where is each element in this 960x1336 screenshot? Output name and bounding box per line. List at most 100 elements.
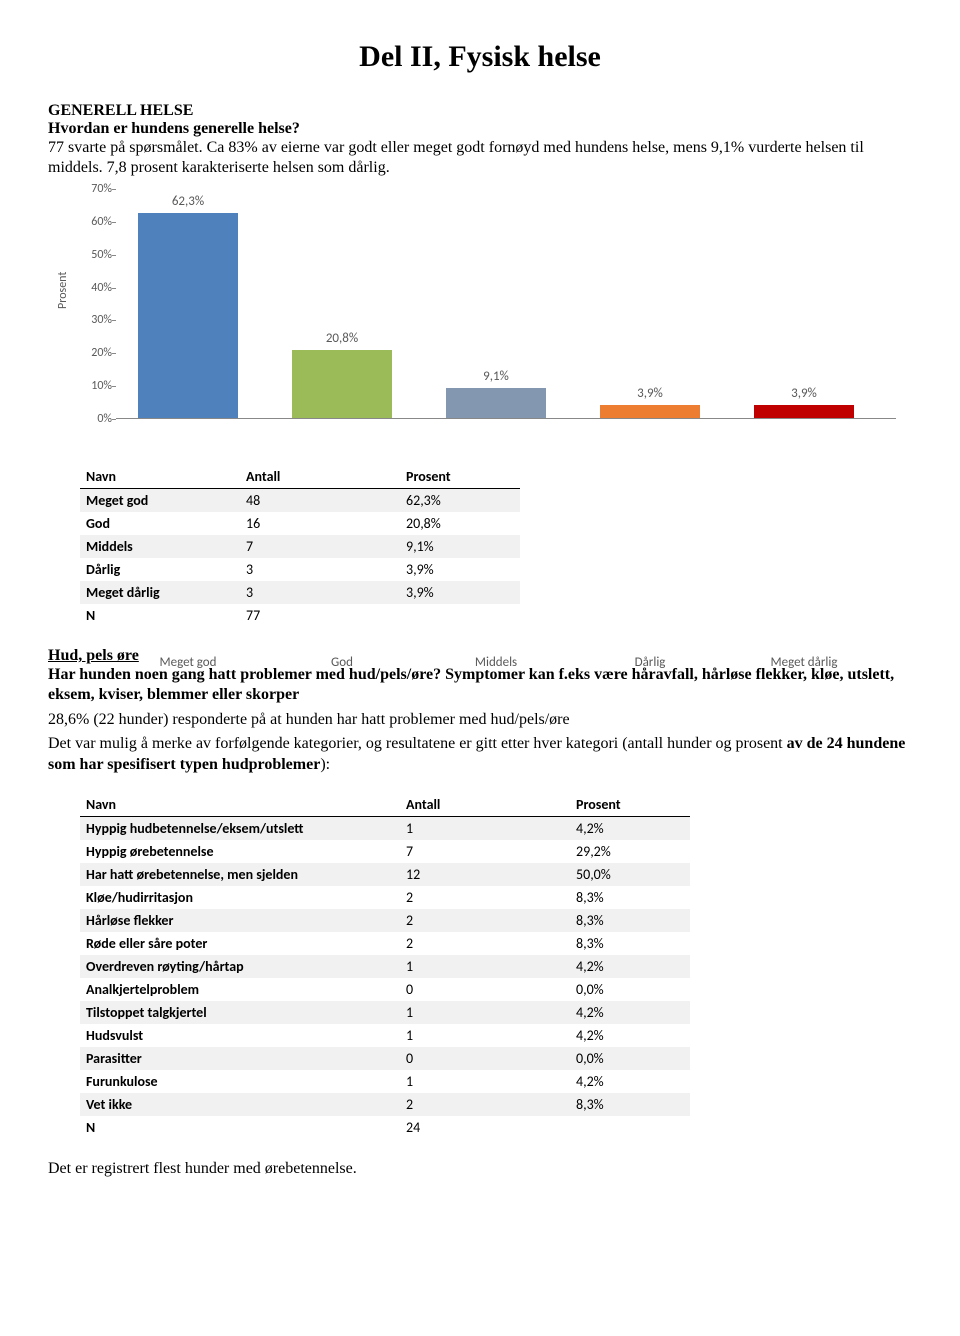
table-cell: 4,2% — [570, 817, 690, 841]
table-row: Hyppig ørebetennelse729,2% — [80, 840, 690, 863]
table-cell: 4,2% — [570, 955, 690, 978]
table-cell: 4,2% — [570, 1001, 690, 1024]
table-cell: 1 — [400, 955, 570, 978]
table-cell: Parasitter — [80, 1047, 400, 1070]
section1-heading: GENERELL HELSE — [48, 102, 912, 120]
table-cell: N — [80, 604, 240, 627]
section2-body1: 28,6% (22 hunder) responderte på at hund… — [48, 710, 912, 730]
table-cell: 24 — [400, 1116, 570, 1139]
table-cell: Tilstoppet talgkjertel — [80, 1001, 400, 1024]
table-cell: 2 — [400, 932, 570, 955]
table-row: Dårlig33,9% — [80, 558, 520, 581]
chart-ytick: 20% — [76, 346, 112, 360]
th2-prosent: Prosent — [570, 793, 690, 817]
th-prosent: Prosent — [400, 465, 520, 489]
table-cell: 12 — [400, 863, 570, 886]
table-row: Tilstoppet talgkjertel14,2% — [80, 1001, 690, 1024]
chart-bar: 62,3% — [138, 213, 238, 418]
table-row: Hårløse flekker28,3% — [80, 909, 690, 932]
table-cell: 2 — [400, 1093, 570, 1116]
chart-ytick: 30% — [76, 313, 112, 327]
table-cell: 1 — [400, 1001, 570, 1024]
table-row: Furunkulose14,2% — [80, 1070, 690, 1093]
table-row: Overdreven røyting/hårtap14,2% — [80, 955, 690, 978]
table-cell: 0,0% — [570, 1047, 690, 1070]
page-title: Del II, Fysisk helse — [48, 40, 912, 74]
table-cell: Har hatt ørebetennelse, men sjelden — [80, 863, 400, 886]
table-general-health: Navn Antall Prosent Meget god4862,3%God1… — [80, 465, 520, 627]
chart-xcategory: God — [272, 655, 412, 670]
chart-ytick: 40% — [76, 281, 112, 295]
table-cell: 0,0% — [570, 978, 690, 1001]
table-cell: Analkjertelproblem — [80, 978, 400, 1001]
table-row: Meget dårlig33,9% — [80, 581, 520, 604]
health-chart: Prosent 0%10%20%30%40%50%60%70%62,3%20,8… — [76, 189, 912, 441]
table-cell: 0 — [400, 978, 570, 1001]
chart-bar: 20,8% — [292, 350, 392, 418]
table-cell: God — [80, 512, 240, 535]
table-cell: Middels — [80, 535, 240, 558]
table-cell: 77 — [240, 604, 400, 627]
table-row: Vet ikke28,3% — [80, 1093, 690, 1116]
table-row: Middels79,1% — [80, 535, 520, 558]
table-cell: 8,3% — [570, 886, 690, 909]
table-cell: 3 — [240, 558, 400, 581]
table-row: N24 — [80, 1116, 690, 1139]
table-cell: 48 — [240, 488, 400, 512]
table-cell: Kløe/hudirritasjon — [80, 886, 400, 909]
section1-question: Hvordan er hundens generelle helse? — [48, 120, 912, 138]
closing-text: Det er registrert flest hunder med ørebe… — [48, 1159, 912, 1179]
table-skin-problems: Navn Antall Prosent Hyppig hudbetennelse… — [80, 793, 690, 1139]
chart-bar-value: 9,1% — [446, 369, 546, 384]
section2-question: Har hunden noen gang hatt problemer med … — [48, 665, 912, 706]
table-cell: 7 — [240, 535, 400, 558]
table-cell: 2 — [400, 909, 570, 932]
section1-body: 77 svarte på spørsmålet. Ca 83% av eiern… — [48, 138, 912, 179]
table-cell: Røde eller såre poter — [80, 932, 400, 955]
table-cell: 1 — [400, 1070, 570, 1093]
chart-xcategory: Meget dårlig — [734, 655, 874, 670]
chart-bar: 3,9% — [600, 405, 700, 418]
table-cell: Vet ikke — [80, 1093, 400, 1116]
table-cell: 4,2% — [570, 1070, 690, 1093]
table-cell: 1 — [400, 817, 570, 841]
table-cell: 3 — [240, 581, 400, 604]
table-cell: 20,8% — [400, 512, 520, 535]
chart-bar-value: 20,8% — [292, 331, 392, 346]
table-cell: 0 — [400, 1047, 570, 1070]
table-row: Parasitter00,0% — [80, 1047, 690, 1070]
table-cell: 8,3% — [570, 932, 690, 955]
section2-body2c: ): — [320, 756, 330, 773]
table-cell: 16 — [240, 512, 400, 535]
table-cell: 7 — [400, 840, 570, 863]
table-row: Har hatt ørebetennelse, men sjelden1250,… — [80, 863, 690, 886]
table-cell — [570, 1116, 690, 1139]
table-row: Meget god4862,3% — [80, 488, 520, 512]
table-cell: Meget god — [80, 488, 240, 512]
chart-ylabel: Prosent — [56, 272, 70, 309]
chart-bar: 9,1% — [446, 388, 546, 418]
chart-ytick: 60% — [76, 215, 112, 229]
table-cell: N — [80, 1116, 400, 1139]
table-cell: 2 — [400, 886, 570, 909]
table-cell: 29,2% — [570, 840, 690, 863]
chart-ytick: 10% — [76, 379, 112, 393]
chart-bar-value: 3,9% — [754, 386, 854, 401]
table-cell: 3,9% — [400, 581, 520, 604]
th-navn: Navn — [80, 465, 240, 489]
table-row: Hyppig hudbetennelse/eksem/utslett14,2% — [80, 817, 690, 841]
chart-bar-value: 3,9% — [600, 386, 700, 401]
chart-xcategory: Middels — [426, 655, 566, 670]
chart-xcategory: Meget god — [118, 655, 258, 670]
th2-navn: Navn — [80, 793, 400, 817]
table-cell: 3,9% — [400, 558, 520, 581]
table-cell: 9,1% — [400, 535, 520, 558]
chart-plot-area: 0%10%20%30%40%50%60%70%62,3%20,8%9,1%3,9… — [116, 189, 896, 419]
chart-xcategory: Dårlig — [580, 655, 720, 670]
table-cell: Dårlig — [80, 558, 240, 581]
chart-ytick: 50% — [76, 248, 112, 262]
th-antall: Antall — [240, 465, 400, 489]
table-cell: Meget dårlig — [80, 581, 240, 604]
table-cell: 8,3% — [570, 909, 690, 932]
table-row: Analkjertelproblem00,0% — [80, 978, 690, 1001]
